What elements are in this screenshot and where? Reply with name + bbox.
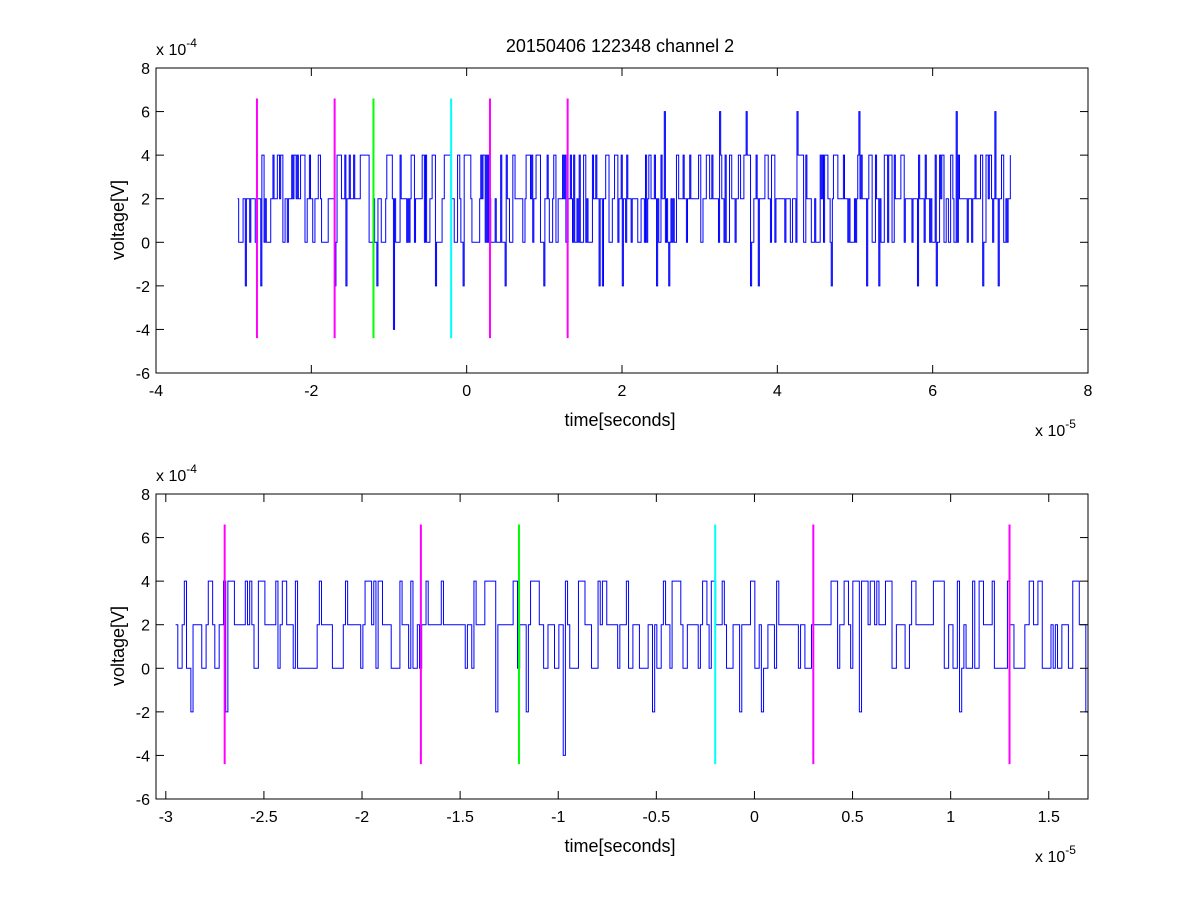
y-tick-label: 0 — [141, 661, 150, 678]
x-tick-label: 0.5 — [841, 809, 863, 826]
chart-title: 20150406 122348 channel 2 — [506, 36, 734, 56]
top-plot-data — [237, 98, 1011, 339]
series-line — [237, 111, 1011, 330]
x-tick-label: 1 — [946, 809, 955, 826]
y-tick-label: -6 — [136, 792, 150, 809]
x-tick-label: -2 — [355, 809, 369, 826]
top-x-multiplier: x 10-5 — [1035, 417, 1076, 440]
x-tick-label: -4 — [149, 383, 163, 400]
y-tick-label: -4 — [136, 322, 150, 339]
x-tick-label: 0 — [462, 383, 471, 400]
y-tick-label: 8 — [141, 61, 150, 78]
y-tick-label: 0 — [141, 235, 150, 252]
bottom-y-axis-label: voltage[V] — [108, 606, 128, 686]
y-tick-label: 2 — [141, 618, 150, 635]
x-tick-label: 0 — [750, 809, 759, 826]
y-tick-label: 8 — [141, 487, 150, 504]
x-tick-label: 4 — [773, 383, 782, 400]
top-y-axis-label: voltage[V] — [108, 180, 128, 260]
y-tick-label: 6 — [141, 531, 150, 548]
top-y-multiplier-base: x 10 — [156, 42, 186, 59]
x-tick-label: -3 — [159, 809, 173, 826]
x-tick-label: 1.5 — [1038, 809, 1060, 826]
y-tick-label: -2 — [136, 279, 150, 296]
bottom-plot-data — [175, 524, 1089, 765]
x-tick-label: 6 — [928, 383, 937, 400]
bottom-y-multiplier: x 10-4 — [156, 462, 197, 485]
x-tick-label: -2.5 — [250, 809, 278, 826]
x-tick-label: -1 — [551, 809, 565, 826]
x-tick-label: -1.5 — [446, 809, 474, 826]
bottom-axes-box — [155, 493, 1089, 800]
y-tick-label: -4 — [136, 748, 150, 765]
bottom-x-multiplier-base: x 10 — [1035, 849, 1065, 866]
top-subplot: 20150406 122348 channel 2 -4 -2 0 2 4 6 8-6-4-… — [108, 36, 1093, 440]
y-tick-label: -2 — [136, 705, 150, 722]
x-tick-label: 8 — [1084, 383, 1093, 400]
y-tick-label: -6 — [136, 366, 150, 383]
bottom-x-axis-label: time[seconds] — [564, 836, 675, 856]
top-x-multiplier-base: x 10 — [1035, 423, 1065, 440]
bottom-subplot: -3 -2.5 -2 -1.5 -1 -0.5 0 0.5 1 1.5 -6 -4 -2 0 2 4 6 8 x … — [108, 462, 1089, 866]
x-tick-label: 2 — [618, 383, 627, 400]
top-x-multiplier-exp: -5 — [1065, 417, 1076, 431]
bottom-y-multiplier-exp: -4 — [186, 462, 197, 476]
x-tick-label: -0.5 — [643, 809, 671, 826]
y-tick-label: 4 — [141, 574, 150, 591]
y-tick-label: 2 — [141, 192, 150, 209]
bottom-y-multiplier-base: x 10 — [156, 468, 186, 485]
bottom-x-multiplier: x 10-5 — [1035, 843, 1076, 866]
series-line — [175, 580, 1089, 756]
x-tick-label: -2 — [304, 383, 318, 400]
top-y-multiplier-exp: -4 — [186, 36, 197, 50]
top-x-axis-label: time[seconds] — [564, 410, 675, 430]
top-y-multiplier: x 10-4 — [156, 36, 197, 59]
y-tick-label: 6 — [141, 105, 150, 122]
bottom-axis-ticks: -3 -2.5 -2 -1.5 -1 -0.5 0 0.5 1 1.5 -6 -4 -2 0 2 4 6 8 — [136, 487, 1088, 826]
y-tick-label: 4 — [141, 148, 150, 165]
bottom-x-multiplier-exp: -5 — [1065, 843, 1076, 857]
